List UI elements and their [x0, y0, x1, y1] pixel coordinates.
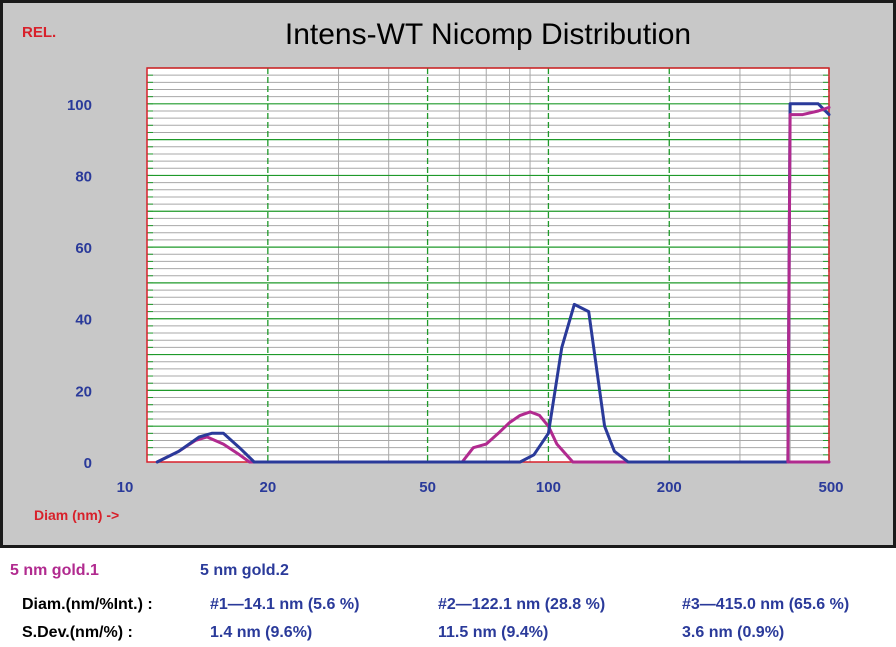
chart-svg: 0 20 40 60 80 100 10 20 50 100 200 500: [67, 67, 844, 496]
sdev-peak-1: 1.4 nm (9.6%): [210, 624, 313, 641]
y-tick-label: 80: [75, 168, 92, 185]
y-tick-label: 40: [75, 312, 92, 329]
sdev-peak-2: 11.5 nm (9.4%): [438, 624, 549, 641]
sdev-peak-3: 3.6 nm (0.9%): [682, 624, 785, 641]
y-tick-label: 100: [67, 97, 92, 114]
y-tick-label: 0: [84, 455, 92, 472]
x-tick-label: 50: [419, 479, 436, 496]
x-tick-label: 10: [117, 479, 134, 496]
legend-series-1: 5 nm gold.1: [10, 562, 99, 579]
x-tick-label: 500: [818, 479, 843, 496]
plot-area: [147, 68, 829, 462]
series-line-2: [155, 102, 831, 464]
legend-series-2: 5 nm gold.2: [200, 562, 289, 579]
y-tick-label: 60: [75, 240, 92, 257]
x-tick-label: 200: [657, 479, 682, 496]
y-tick-label: 20: [75, 383, 92, 400]
y-axis-label: REL.: [22, 24, 57, 41]
sdev-stat-label: S.Dev.(nm/%) :: [22, 624, 133, 641]
x-tick-label: 20: [259, 479, 276, 496]
x-axis-label: Diam (nm) ->: [34, 507, 120, 523]
diam-peak-1: #1—14.1 nm (5.6 %): [210, 596, 360, 613]
series-line-3: [786, 105, 831, 464]
diam-stat-label: Diam.(nm/%Int.) :: [22, 596, 153, 613]
diam-peak-2: #2—122.1 nm (28.8 %): [438, 596, 606, 613]
chart-title: Intens-WT Nicomp Distribution: [284, 18, 692, 51]
diam-peak-3: #3—415.0 nm (65.6 %): [682, 596, 850, 613]
x-tick-label: 100: [536, 479, 561, 496]
